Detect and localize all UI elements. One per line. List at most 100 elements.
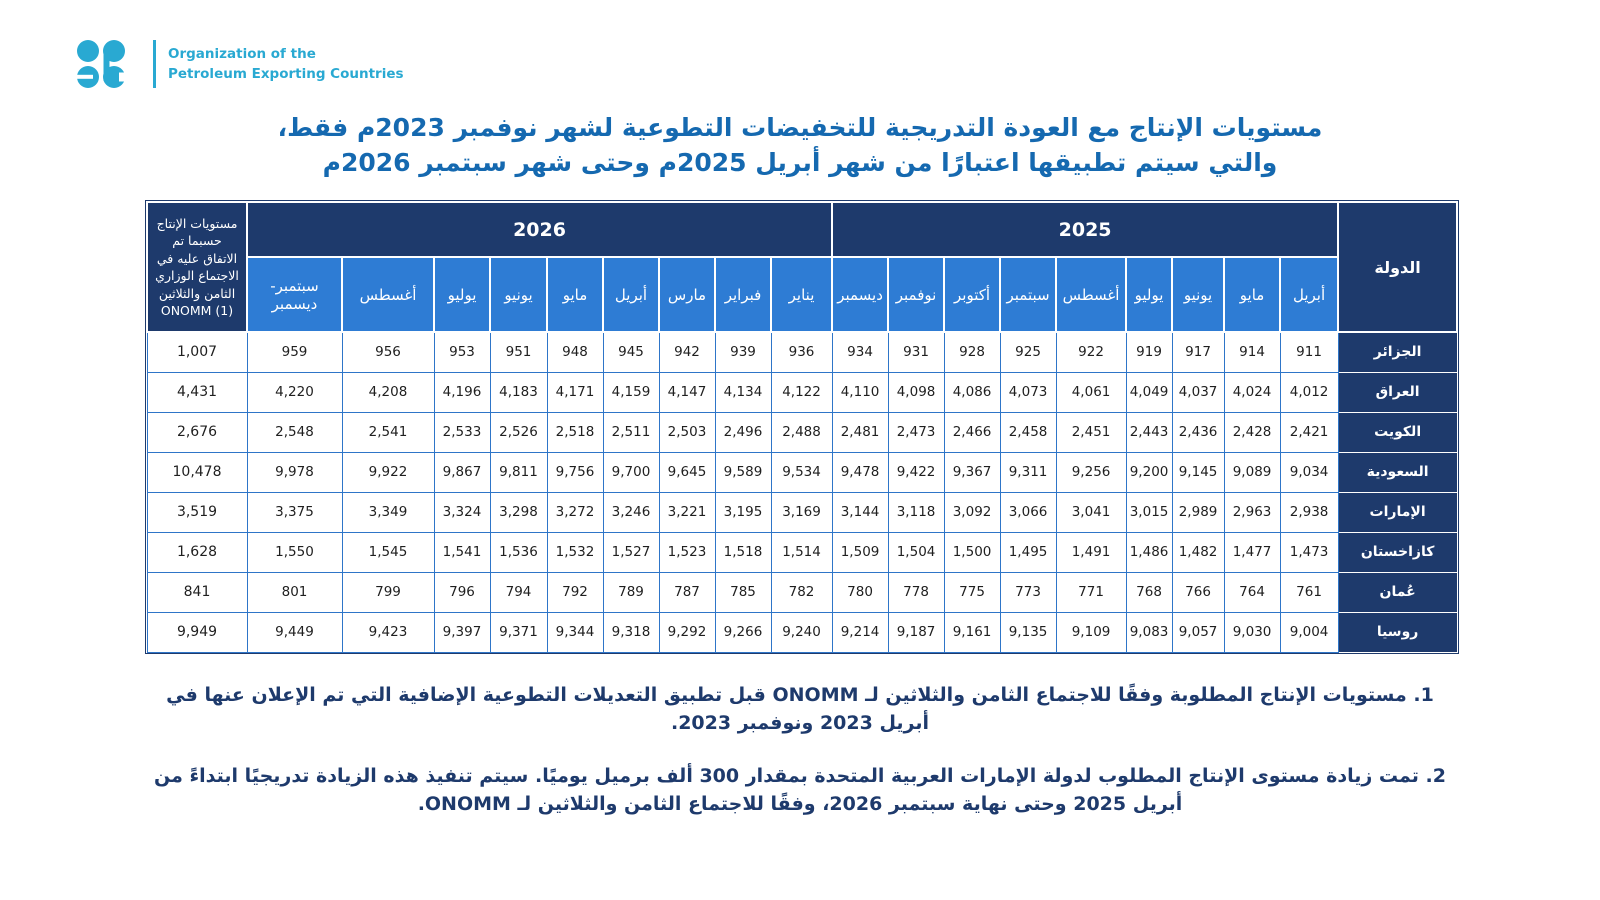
value-cell: 4,171 bbox=[546, 371, 604, 413]
footnote-1: 1. مستويات الإنتاج المطلوبة وفقًا للاجتم… bbox=[166, 684, 1434, 734]
value-cell: 764 bbox=[1223, 571, 1281, 613]
value-cell: 959 bbox=[246, 331, 343, 373]
value-cell: 4,086 bbox=[943, 371, 1001, 413]
value-cell: 9,034 bbox=[1279, 451, 1339, 493]
value-cell: 9,589 bbox=[714, 451, 772, 493]
month-header: مايو bbox=[1223, 256, 1282, 333]
baseline-header: مستويات الإنتاج حسبما تم الاتفاق عليه في… bbox=[146, 201, 248, 333]
value-cell: 801 bbox=[246, 571, 343, 613]
value-cell: 9,534 bbox=[770, 451, 833, 493]
value-cell: 3,221 bbox=[658, 491, 716, 533]
value-cell: 1,500 bbox=[943, 531, 1001, 573]
value-cell: 9,240 bbox=[770, 611, 833, 653]
month-header: مارس bbox=[658, 256, 716, 333]
value-cell: 1,536 bbox=[489, 531, 548, 573]
value-cell: 4,147 bbox=[658, 371, 716, 413]
value-cell: 3,066 bbox=[999, 491, 1057, 533]
country-cell: الإمارات bbox=[1337, 491, 1458, 533]
value-cell: 3,015 bbox=[1125, 491, 1173, 533]
value-cell: 956 bbox=[341, 331, 435, 373]
value-cell: 931 bbox=[887, 331, 945, 373]
month-header: فبراير bbox=[714, 256, 772, 333]
value-cell: 9,004 bbox=[1279, 611, 1339, 653]
country-cell: السعودية bbox=[1337, 451, 1458, 493]
value-cell: 9,867 bbox=[433, 451, 491, 493]
value-cell: 9,266 bbox=[714, 611, 772, 653]
value-cell: 1,523 bbox=[658, 531, 716, 573]
footnotes: 1. مستويات الإنتاج المطلوبة وفقًا للاجتم… bbox=[145, 682, 1455, 818]
value-cell: 3,169 bbox=[770, 491, 833, 533]
value-cell: 3,195 bbox=[714, 491, 772, 533]
opec-logo: Organization of the Petroleum Exporting … bbox=[75, 38, 404, 90]
value-cell: 3,092 bbox=[943, 491, 1001, 533]
value-cell: 911 bbox=[1279, 331, 1339, 373]
value-cell: 9,214 bbox=[831, 611, 889, 653]
value-cell: 9,756 bbox=[546, 451, 604, 493]
value-cell: 2,938 bbox=[1279, 491, 1339, 533]
logo-org-name-line2: Petroleum Exporting Countries bbox=[168, 66, 404, 82]
value-cell: 782 bbox=[770, 571, 833, 613]
value-cell: 9,449 bbox=[246, 611, 343, 653]
value-cell: 4,183 bbox=[489, 371, 548, 413]
month-header: مايو bbox=[546, 256, 604, 333]
value-cell: 9,057 bbox=[1171, 611, 1225, 653]
value-cell: 953 bbox=[433, 331, 491, 373]
baseline-cell: 1,628 bbox=[146, 531, 248, 573]
value-cell: 3,246 bbox=[602, 491, 660, 533]
baseline-cell: 1,007 bbox=[146, 331, 248, 373]
month-header: أبريل bbox=[1279, 256, 1340, 333]
year-header-2026: 2026 bbox=[245, 201, 834, 258]
table-row: 841 801 799 796 794 792 789 787 785 782 780 778 775 7… bbox=[146, 571, 1458, 613]
value-cell: 2,458 bbox=[999, 411, 1057, 453]
month-header: أغسطس bbox=[341, 256, 435, 333]
value-cell: 775 bbox=[943, 571, 1001, 613]
month-header: ديسمبر bbox=[831, 256, 890, 333]
baseline-cell: 841 bbox=[146, 571, 248, 613]
value-cell: 796 bbox=[433, 571, 491, 613]
value-cell: 9,344 bbox=[546, 611, 604, 653]
value-cell: 4,196 bbox=[433, 371, 491, 413]
value-cell: 1,527 bbox=[602, 531, 660, 573]
baseline-cell: 3,519 bbox=[146, 491, 248, 533]
country-cell: الجزائر bbox=[1337, 331, 1458, 373]
value-cell: 2,511 bbox=[602, 411, 660, 453]
baseline-cell: 10,478 bbox=[146, 451, 248, 493]
table-row: 2,676 2,548 2,541 2,533 2,526 2,518 2,511 2,503… bbox=[146, 411, 1458, 453]
value-cell: 792 bbox=[546, 571, 604, 613]
value-cell: 951 bbox=[489, 331, 548, 373]
value-cell: 939 bbox=[714, 331, 772, 373]
value-cell: 761 bbox=[1279, 571, 1339, 613]
value-cell: 1,545 bbox=[341, 531, 435, 573]
value-cell: 9,256 bbox=[1055, 451, 1127, 493]
value-cell: 4,110 bbox=[831, 371, 889, 413]
value-cell: 2,466 bbox=[943, 411, 1001, 453]
value-cell: 9,367 bbox=[943, 451, 1001, 493]
value-cell: 9,700 bbox=[602, 451, 660, 493]
baseline-cell: 2,676 bbox=[146, 411, 248, 453]
value-cell: 4,061 bbox=[1055, 371, 1127, 413]
value-cell: 2,473 bbox=[887, 411, 945, 453]
value-cell: 9,397 bbox=[433, 611, 491, 653]
production-table-container: مستويات الإنتاج حسبما تم الاتفاق عليه في… bbox=[145, 200, 1460, 654]
value-cell: 1,541 bbox=[433, 531, 491, 573]
value-cell: 2,548 bbox=[246, 411, 343, 453]
baseline-cell: 9,949 bbox=[146, 611, 248, 653]
year-header-2025: 2025 bbox=[831, 201, 1340, 258]
value-cell: 1,491 bbox=[1055, 531, 1127, 573]
value-cell: 4,098 bbox=[887, 371, 945, 413]
value-cell: 922 bbox=[1055, 331, 1127, 373]
month-header: سبتمبر bbox=[999, 256, 1058, 333]
value-cell: 4,024 bbox=[1223, 371, 1281, 413]
value-cell: 9,030 bbox=[1223, 611, 1281, 653]
country-header: الدولة bbox=[1337, 201, 1459, 333]
value-cell: 2,451 bbox=[1055, 411, 1127, 453]
value-cell: 919 bbox=[1125, 331, 1173, 373]
value-cell: 780 bbox=[831, 571, 889, 613]
value-cell: 1,518 bbox=[714, 531, 772, 573]
value-cell: 9,145 bbox=[1171, 451, 1225, 493]
value-cell: 9,187 bbox=[887, 611, 945, 653]
opec-logo-icon bbox=[77, 40, 130, 88]
value-cell: 2,963 bbox=[1223, 491, 1281, 533]
table-row: 3,519 3,375 3,349 3,324 3,298 3,272 3,246 3,221… bbox=[146, 491, 1458, 533]
value-cell: 1,482 bbox=[1171, 531, 1225, 573]
